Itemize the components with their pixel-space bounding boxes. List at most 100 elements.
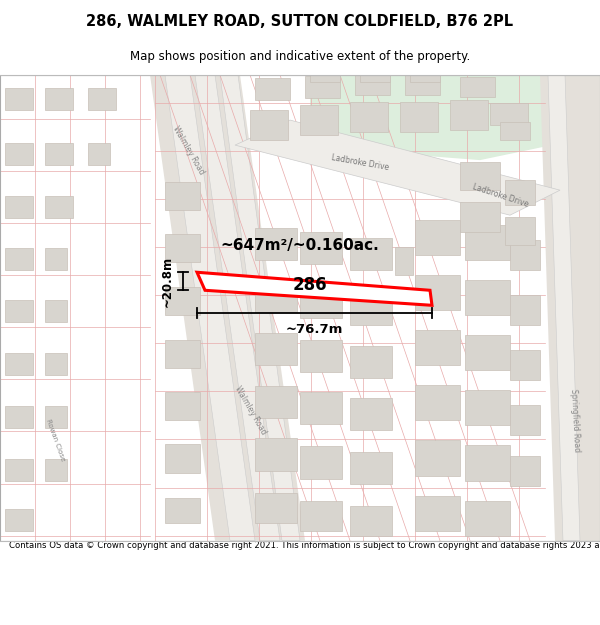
- Bar: [465, 501, 510, 536]
- Bar: [45, 88, 73, 110]
- Bar: [415, 220, 460, 255]
- Bar: [465, 391, 510, 426]
- Bar: [410, 74, 440, 82]
- Bar: [465, 446, 510, 481]
- Polygon shape: [548, 75, 580, 541]
- Bar: [350, 293, 392, 326]
- Bar: [5, 300, 33, 322]
- Bar: [300, 501, 342, 531]
- Text: Contains OS data © Crown copyright and database right 2021. This information is : Contains OS data © Crown copyright and d…: [9, 541, 600, 549]
- Text: Springfield Road: Springfield Road: [569, 389, 581, 452]
- Bar: [310, 74, 340, 82]
- Text: Ladbroke Drive: Ladbroke Drive: [471, 182, 529, 209]
- Text: Rowan Close: Rowan Close: [44, 419, 65, 462]
- Bar: [250, 110, 288, 140]
- Polygon shape: [220, 75, 300, 541]
- Bar: [460, 77, 495, 97]
- Bar: [5, 406, 33, 429]
- Polygon shape: [165, 75, 255, 541]
- Bar: [510, 351, 540, 381]
- Polygon shape: [195, 75, 280, 541]
- Bar: [300, 286, 342, 318]
- Bar: [415, 496, 460, 531]
- Bar: [505, 217, 535, 245]
- Bar: [165, 392, 200, 421]
- Text: Walmley Road: Walmley Road: [170, 124, 205, 176]
- Text: ~20.8m: ~20.8m: [161, 256, 173, 307]
- Bar: [460, 162, 500, 190]
- Bar: [510, 406, 540, 436]
- Text: ~76.7m: ~76.7m: [286, 323, 343, 336]
- Bar: [45, 248, 67, 270]
- Bar: [450, 100, 488, 130]
- Polygon shape: [197, 272, 432, 305]
- Bar: [255, 78, 290, 100]
- Bar: [360, 74, 390, 82]
- Bar: [510, 295, 540, 326]
- Bar: [350, 451, 392, 484]
- Bar: [510, 240, 540, 270]
- Bar: [5, 459, 33, 481]
- Bar: [300, 341, 342, 372]
- Bar: [255, 280, 297, 312]
- Bar: [5, 353, 33, 376]
- Bar: [5, 248, 33, 270]
- Bar: [255, 333, 297, 366]
- Bar: [45, 300, 67, 322]
- Bar: [45, 143, 73, 165]
- Bar: [405, 73, 440, 95]
- Bar: [5, 88, 33, 110]
- Bar: [395, 248, 413, 275]
- Bar: [165, 288, 200, 316]
- Bar: [5, 143, 33, 165]
- Bar: [300, 446, 342, 479]
- Bar: [5, 509, 33, 531]
- Bar: [415, 386, 460, 421]
- Bar: [465, 225, 510, 260]
- Text: Walmley Road: Walmley Road: [233, 384, 268, 436]
- Bar: [415, 441, 460, 476]
- Bar: [400, 102, 438, 132]
- Bar: [350, 506, 392, 536]
- Bar: [45, 459, 67, 481]
- Bar: [460, 202, 500, 232]
- Bar: [45, 196, 73, 218]
- Bar: [510, 456, 540, 486]
- Polygon shape: [150, 75, 305, 541]
- Polygon shape: [540, 75, 600, 541]
- Bar: [45, 406, 67, 429]
- Text: 286, WALMLEY ROAD, SUTTON COLDFIELD, B76 2PL: 286, WALMLEY ROAD, SUTTON COLDFIELD, B76…: [86, 14, 514, 29]
- Bar: [350, 346, 392, 378]
- Bar: [350, 238, 392, 270]
- Bar: [300, 232, 342, 264]
- Bar: [255, 439, 297, 471]
- Bar: [255, 386, 297, 419]
- Bar: [500, 122, 530, 140]
- Bar: [5, 196, 33, 218]
- Bar: [165, 234, 200, 262]
- Bar: [415, 275, 460, 311]
- Bar: [255, 492, 297, 522]
- Bar: [88, 143, 110, 165]
- Text: Map shows position and indicative extent of the property.: Map shows position and indicative extent…: [130, 50, 470, 62]
- Bar: [300, 392, 342, 424]
- Bar: [165, 444, 200, 472]
- Bar: [300, 105, 338, 135]
- Bar: [350, 102, 388, 132]
- Text: ~647m²/~0.160ac.: ~647m²/~0.160ac.: [221, 238, 379, 252]
- Text: 286: 286: [293, 276, 328, 294]
- Bar: [465, 280, 510, 316]
- Bar: [88, 88, 116, 110]
- Bar: [305, 76, 340, 98]
- Bar: [505, 180, 535, 205]
- Bar: [255, 228, 297, 260]
- Bar: [165, 182, 200, 210]
- Bar: [45, 353, 67, 376]
- Text: Ladbroke Drive: Ladbroke Drive: [331, 152, 389, 172]
- Bar: [465, 336, 510, 371]
- Polygon shape: [235, 120, 560, 215]
- Bar: [490, 103, 528, 125]
- Bar: [355, 73, 390, 95]
- Polygon shape: [310, 75, 600, 160]
- Bar: [350, 398, 392, 431]
